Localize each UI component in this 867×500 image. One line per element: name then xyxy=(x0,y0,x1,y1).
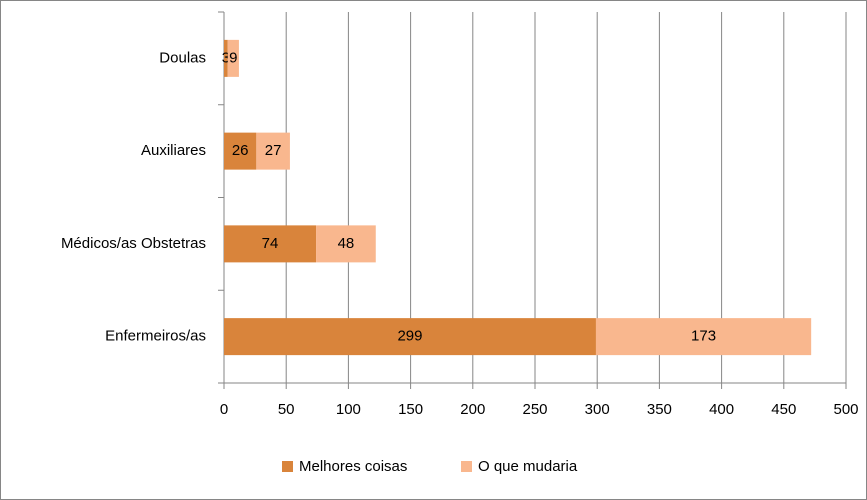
x-tick-label: 50 xyxy=(278,401,295,418)
x-tick-label: 150 xyxy=(398,401,423,418)
x-tick-label: 300 xyxy=(585,401,610,418)
x-tick-label: 0 xyxy=(220,401,228,418)
data-label: 3 xyxy=(222,49,230,66)
y-tick-label: Médicos/as Obstetras xyxy=(61,235,206,252)
x-tick-label: 450 xyxy=(771,401,796,418)
bar-segment xyxy=(256,132,290,170)
data-label: 74 xyxy=(262,235,279,252)
x-tick-label: 250 xyxy=(522,401,547,418)
data-label: 27 xyxy=(265,142,282,159)
x-tick-label: 400 xyxy=(709,401,734,418)
bar-segment xyxy=(224,132,257,170)
legend-label: Melhores coisas xyxy=(299,458,407,475)
data-label: 299 xyxy=(397,328,422,345)
bar-segment xyxy=(316,225,376,263)
x-tick-label: 100 xyxy=(336,401,361,418)
bar-segment xyxy=(224,39,228,77)
data-label: 9 xyxy=(229,49,237,66)
x-tick-label: 500 xyxy=(833,401,858,418)
y-tick-label: Enfermeiros/as xyxy=(105,328,206,345)
bar-segment xyxy=(595,318,812,356)
legend-swatch xyxy=(282,461,293,472)
bar-segment xyxy=(224,225,317,263)
data-label: 173 xyxy=(691,328,716,345)
y-tick-label: Auxiliares xyxy=(141,142,206,159)
legend-label: O que mudaria xyxy=(478,458,578,475)
legend-swatch xyxy=(461,461,472,472)
data-label: 48 xyxy=(338,235,355,252)
bar-segment xyxy=(227,39,239,77)
bar-segment xyxy=(224,318,596,356)
x-tick-label: 200 xyxy=(460,401,485,418)
y-tick-label: Doulas xyxy=(159,49,206,66)
data-label: 26 xyxy=(232,142,249,159)
x-tick-label: 350 xyxy=(647,401,672,418)
